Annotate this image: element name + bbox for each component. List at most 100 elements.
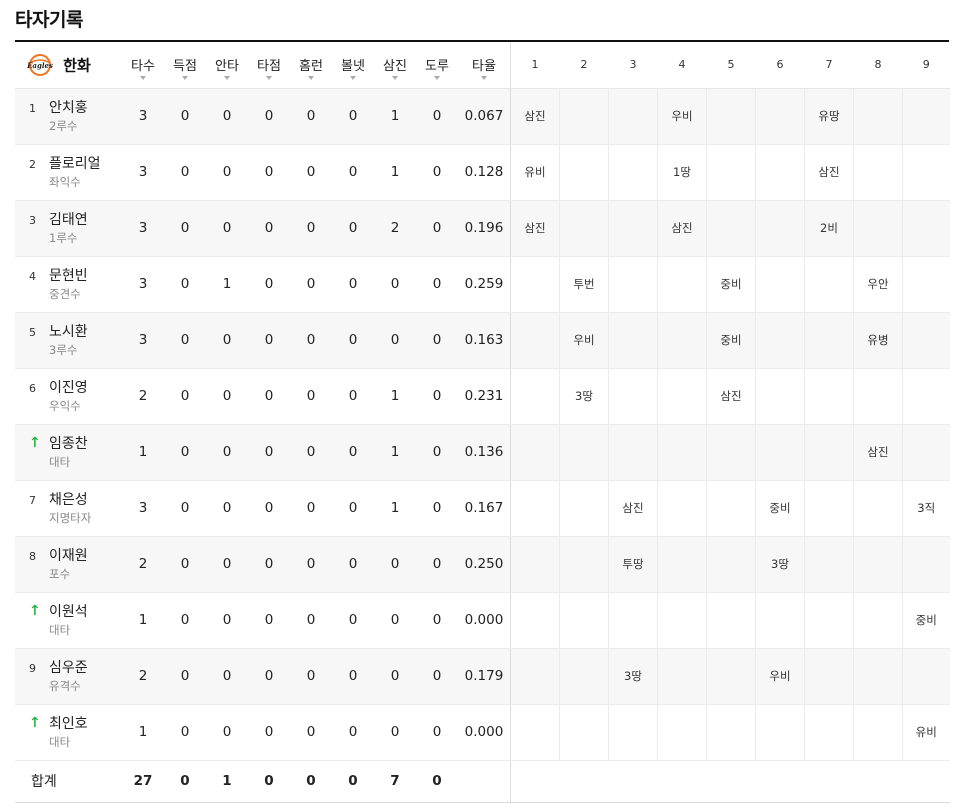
inning-result-cell	[902, 536, 950, 593]
player-name[interactable]: 안치홍	[49, 99, 88, 116]
stat-cell: 2	[374, 200, 416, 257]
stat-cell: 0	[164, 648, 206, 705]
stat-cell: 0	[248, 312, 290, 369]
inning-result-cell: 우안	[853, 256, 903, 313]
player-name[interactable]: 플로리얼	[49, 155, 101, 172]
player-name[interactable]: 이진영	[49, 379, 88, 396]
player-position: 중견수	[49, 286, 81, 301]
inning-result-cell	[559, 88, 609, 145]
inning-result-cell	[755, 144, 805, 201]
inning-result-cell	[510, 312, 560, 369]
batting-order: 8	[29, 549, 36, 563]
stat-cell: 0	[416, 704, 458, 761]
batting-order: 1	[29, 101, 36, 115]
batter-record-board: Eagles 한화 타수 득점 안타 타점 홈런 볼넷 삼진 도루 타율 1 안치홍 2루수 3 0 0 0…	[15, 40, 950, 803]
stat-cell: 0.231	[458, 368, 510, 425]
inning-result-cell: 삼진	[657, 200, 707, 257]
player-row: 7 채은성 지명타자 3 0 0 0 0 0 1 0 0.167	[15, 480, 510, 537]
inning-result-cell: 삼진	[510, 200, 560, 257]
stat-cell: 0	[290, 144, 332, 201]
inning-result-cell: 3땅	[559, 368, 609, 425]
inning-result-cell	[510, 704, 560, 761]
stat-header-8[interactable]: 타율	[458, 42, 510, 89]
player-position: 포수	[49, 566, 71, 581]
inning-result-cell	[608, 368, 658, 425]
player-name[interactable]: 이재원	[49, 547, 88, 564]
inning-result-cell	[510, 368, 560, 425]
batting-order: 6	[29, 381, 36, 395]
section-title: 타자기록	[15, 9, 83, 31]
player-name[interactable]: 채은성	[49, 491, 88, 508]
inning-result-cell: 삼진	[510, 88, 560, 145]
inning-result-cell: 3땅	[755, 536, 805, 593]
stat-cell: 0	[290, 368, 332, 425]
stat-header-2[interactable]: 안타	[206, 42, 248, 89]
stat-cell: 0	[290, 592, 332, 649]
stat-cell: 0	[416, 200, 458, 257]
stat-header-7[interactable]: 도루	[416, 42, 458, 89]
stat-header-4[interactable]: 홈런	[290, 42, 332, 89]
inning-result-cell: 중비	[706, 256, 756, 313]
inning-result-cell	[559, 480, 609, 537]
stat-cell: 0.196	[458, 200, 510, 257]
stat-header-5[interactable]: 볼넷	[332, 42, 374, 89]
stat-cell: 0	[206, 144, 248, 201]
player-cell: ↑ 최인호 대타	[15, 704, 122, 761]
player-info: 심우준 유격수	[49, 659, 88, 694]
player-name[interactable]: 이원석	[49, 603, 88, 620]
player-row: 1 안치홍 2루수 3 0 0 0 0 0 1 0 0.067	[15, 88, 510, 145]
inning-result-cell	[853, 88, 903, 145]
stat-cell: 0	[248, 480, 290, 537]
player-cell: ↑ 이원석 대타	[15, 592, 122, 649]
total-stat-cell: 0	[164, 760, 206, 803]
inning-result-cell	[902, 256, 950, 313]
stat-cell: 0	[248, 200, 290, 257]
inning-result-cell	[902, 312, 950, 369]
player-row: 8 이재원 포수 2 0 0 0 0 0 0 0 0.250	[15, 536, 510, 593]
inning-result-cell	[657, 536, 707, 593]
inning-result-cell	[706, 592, 756, 649]
inning-row: 투번 중비 우안	[510, 256, 950, 313]
stat-cell: 0	[332, 704, 374, 761]
player-name[interactable]: 심우준	[49, 659, 88, 676]
totals-inning-row	[510, 760, 950, 803]
stat-cell: 0	[290, 480, 332, 537]
inning-result-cell	[902, 144, 950, 201]
inning-result-cell	[608, 88, 658, 145]
player-position: 대타	[49, 734, 71, 749]
inning-result-cell: 우비	[559, 312, 609, 369]
stat-cell: 0	[248, 368, 290, 425]
stat-header-1[interactable]: 득점	[164, 42, 206, 89]
stat-cell: 1	[122, 704, 164, 761]
inning-result-cell: 1땅	[657, 144, 707, 201]
inning-result-cell	[853, 648, 903, 705]
player-info: 김태연 1루수	[49, 211, 88, 246]
inning-header-1: 2	[559, 42, 609, 89]
player-name[interactable]: 최인호	[49, 715, 88, 732]
player-name[interactable]: 김태연	[49, 211, 88, 228]
player-position: 대타	[49, 622, 71, 637]
stat-cell: 0	[290, 536, 332, 593]
stat-cell: 0	[206, 200, 248, 257]
stat-cell: 0	[164, 480, 206, 537]
stat-header-3[interactable]: 타점	[248, 42, 290, 89]
inning-result-cell	[657, 704, 707, 761]
inning-result-cell	[608, 312, 658, 369]
inning-result-cell	[755, 312, 805, 369]
inning-result-cell	[902, 368, 950, 425]
inning-result-cell	[559, 648, 609, 705]
inning-result-cell	[853, 144, 903, 201]
inning-result-cell	[706, 144, 756, 201]
player-name[interactable]: 임종찬	[49, 435, 88, 452]
inning-result-cell	[902, 424, 950, 481]
inning-result-cell	[510, 256, 560, 313]
player-name[interactable]: 노시환	[49, 323, 88, 340]
stat-header-0[interactable]: 타수	[122, 42, 164, 89]
player-name[interactable]: 문현빈	[49, 267, 88, 284]
stat-cell: 0	[206, 312, 248, 369]
stat-header-6[interactable]: 삼진	[374, 42, 416, 89]
stat-cell: 0.163	[458, 312, 510, 369]
player-row: ↑ 최인호 대타 1 0 0 0 0 0 0 0 0.000	[15, 704, 510, 761]
